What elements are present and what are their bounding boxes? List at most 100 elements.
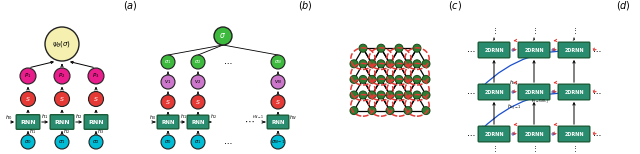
Circle shape — [422, 75, 430, 83]
FancyBboxPatch shape — [157, 115, 179, 129]
FancyBboxPatch shape — [478, 126, 510, 142]
Text: $h_N$: $h_N$ — [289, 113, 297, 122]
Text: 2DRNN: 2DRNN — [564, 132, 584, 136]
Text: 2DRNN: 2DRNN — [524, 47, 544, 53]
Circle shape — [191, 55, 205, 69]
Text: $\sigma_1$: $\sigma_1$ — [164, 58, 172, 66]
FancyBboxPatch shape — [268, 115, 289, 129]
Text: $h_1$: $h_1$ — [42, 113, 49, 122]
Text: $P_1$: $P_1$ — [24, 72, 32, 80]
Circle shape — [413, 60, 421, 68]
Circle shape — [271, 135, 285, 149]
Circle shape — [89, 135, 103, 149]
Text: $(b)$: $(b)$ — [298, 0, 312, 12]
Text: $S$: $S$ — [165, 98, 171, 106]
Circle shape — [20, 91, 35, 107]
Text: $\sigma$: $\sigma$ — [220, 32, 227, 41]
FancyBboxPatch shape — [558, 126, 590, 142]
Circle shape — [404, 75, 412, 83]
Text: 2DRNN: 2DRNN — [524, 132, 544, 136]
Text: $\sigma_0$: $\sigma_0$ — [164, 138, 172, 146]
Circle shape — [191, 95, 205, 109]
Text: $h_0$: $h_0$ — [5, 113, 13, 122]
Text: $S$: $S$ — [275, 98, 281, 106]
Text: RNN: RNN — [271, 120, 285, 124]
FancyBboxPatch shape — [187, 115, 209, 129]
Circle shape — [350, 107, 358, 115]
Circle shape — [422, 91, 430, 99]
Text: $P_3$: $P_3$ — [92, 72, 100, 80]
Circle shape — [404, 60, 412, 68]
Text: RNN: RNN — [191, 120, 205, 124]
Text: $h_2$: $h_2$ — [209, 113, 216, 122]
Circle shape — [377, 75, 385, 83]
Text: 2DRNN: 2DRNN — [484, 132, 504, 136]
Text: $h_3$: $h_3$ — [97, 127, 104, 136]
Circle shape — [54, 68, 70, 84]
Text: 2DRNN: 2DRNN — [564, 89, 584, 95]
FancyBboxPatch shape — [518, 42, 550, 58]
Circle shape — [386, 91, 394, 99]
Circle shape — [368, 91, 376, 99]
Circle shape — [20, 68, 36, 84]
Text: $S$: $S$ — [25, 95, 31, 103]
Text: $h_{i,j-1}$: $h_{i,j-1}$ — [507, 103, 522, 113]
Circle shape — [395, 91, 403, 99]
Text: RNN: RNN — [54, 120, 70, 124]
Circle shape — [191, 75, 205, 89]
Text: 2DRNN: 2DRNN — [484, 47, 504, 53]
Circle shape — [368, 60, 376, 68]
Text: $\sigma_{N-1}$: $\sigma_{N-1}$ — [271, 138, 285, 146]
Text: $\vdots$: $\vdots$ — [531, 26, 537, 36]
FancyBboxPatch shape — [16, 115, 40, 129]
Text: $\vdots$: $\vdots$ — [491, 26, 497, 36]
Circle shape — [359, 44, 367, 52]
Circle shape — [350, 91, 358, 99]
Text: $P_2$: $P_2$ — [58, 72, 66, 80]
FancyBboxPatch shape — [518, 126, 550, 142]
Text: $\vdots$: $\vdots$ — [571, 144, 577, 154]
Text: $S$: $S$ — [195, 98, 201, 106]
Circle shape — [413, 75, 421, 83]
Text: RNN: RNN — [88, 120, 104, 124]
FancyBboxPatch shape — [478, 84, 510, 100]
Circle shape — [404, 91, 412, 99]
Circle shape — [88, 91, 104, 107]
Circle shape — [386, 75, 394, 83]
Circle shape — [88, 68, 104, 84]
Text: $h_1$: $h_1$ — [180, 113, 186, 122]
Text: $(c)$: $(c)$ — [448, 0, 462, 12]
Text: $\cdots$: $\cdots$ — [592, 130, 602, 138]
Text: $\sigma_2$: $\sigma_2$ — [195, 58, 202, 66]
Circle shape — [161, 55, 175, 69]
Circle shape — [350, 60, 358, 68]
Text: $v_2$: $v_2$ — [195, 78, 202, 86]
Text: 2DRNN: 2DRNN — [524, 89, 544, 95]
FancyBboxPatch shape — [50, 115, 74, 129]
Text: $\sigma_1$: $\sigma_1$ — [58, 138, 66, 146]
Circle shape — [359, 60, 367, 68]
Text: $\cdots$: $\cdots$ — [223, 57, 233, 67]
Circle shape — [422, 60, 430, 68]
FancyBboxPatch shape — [84, 115, 108, 129]
Text: $\cdots$: $\cdots$ — [592, 45, 602, 55]
Circle shape — [413, 44, 421, 52]
Text: $\psi_\theta(\sigma)$: $\psi_\theta(\sigma)$ — [52, 39, 72, 49]
Circle shape — [54, 91, 70, 107]
FancyBboxPatch shape — [558, 84, 590, 100]
Circle shape — [45, 27, 79, 61]
Circle shape — [395, 44, 403, 52]
Text: $\sigma_1$: $\sigma_1$ — [195, 138, 202, 146]
Circle shape — [404, 107, 412, 115]
Circle shape — [271, 75, 285, 89]
Text: RNN: RNN — [161, 120, 175, 124]
FancyBboxPatch shape — [518, 84, 550, 100]
Text: $h_0$: $h_0$ — [150, 113, 157, 122]
Text: RNN: RNN — [20, 120, 36, 124]
Text: $S$: $S$ — [93, 95, 99, 103]
Text: $h_2$: $h_2$ — [76, 113, 83, 122]
Circle shape — [214, 27, 232, 45]
Circle shape — [377, 91, 385, 99]
Circle shape — [161, 75, 175, 89]
Text: 2DRNN: 2DRNN — [484, 89, 504, 95]
